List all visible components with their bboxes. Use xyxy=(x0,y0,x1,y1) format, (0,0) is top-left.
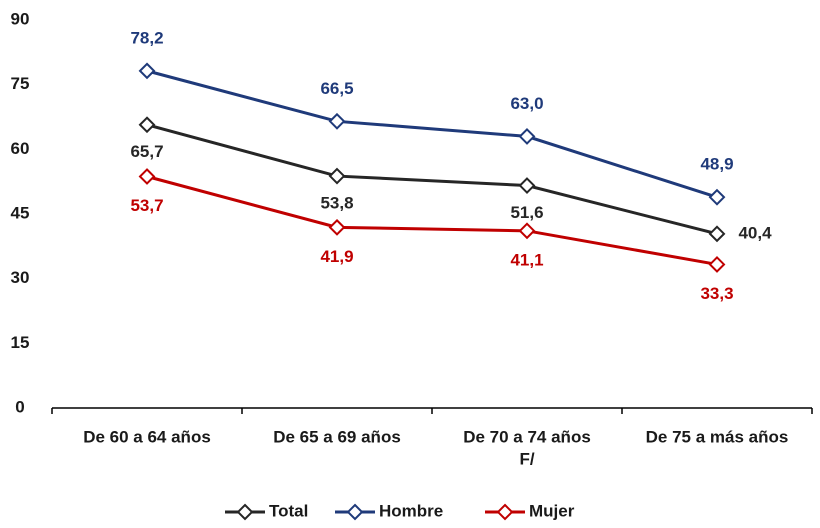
x-tick-label: F/ xyxy=(519,449,534,468)
series-line xyxy=(146,69,718,199)
data-label: 33,3 xyxy=(700,284,733,303)
marker xyxy=(328,167,346,185)
marker xyxy=(138,116,156,134)
marker xyxy=(328,112,346,130)
data-label: 41,1 xyxy=(510,250,543,269)
data-label: 78,2 xyxy=(130,28,163,47)
y-tick-label: 90 xyxy=(11,9,30,28)
marker xyxy=(708,188,726,206)
marker xyxy=(518,127,536,145)
legend-marker xyxy=(346,503,364,521)
data-label: 66,5 xyxy=(320,79,353,98)
data-label: 51,6 xyxy=(510,203,543,222)
x-tick-label: De 60 a 64 años xyxy=(83,427,211,446)
x-tick-label: De 70 a 74 años xyxy=(463,427,591,446)
data-label: 48,9 xyxy=(700,155,733,174)
y-tick-label: 30 xyxy=(11,268,30,287)
y-tick-label: 0 xyxy=(15,397,24,416)
x-tick-label: De 65 a 69 años xyxy=(273,427,401,446)
legend-marker xyxy=(236,503,254,521)
data-label: 41,9 xyxy=(320,247,353,266)
marker xyxy=(708,256,726,273)
marker xyxy=(518,177,536,194)
legend-label: Mujer xyxy=(529,501,575,520)
y-tick-label: 15 xyxy=(11,333,30,352)
legend-label: Hombre xyxy=(379,501,443,520)
y-tick-label: 60 xyxy=(11,139,30,158)
series-line xyxy=(146,123,718,236)
marker xyxy=(138,168,156,185)
data-label: 40,4 xyxy=(738,223,772,242)
legend-marker xyxy=(496,503,514,521)
y-tick-label: 45 xyxy=(11,203,30,222)
data-label: 63,0 xyxy=(510,94,543,113)
marker xyxy=(328,218,346,236)
marker xyxy=(138,62,156,80)
series-line xyxy=(146,175,718,266)
x-tick-label: De 75 a más años xyxy=(646,427,789,446)
data-label: 53,8 xyxy=(320,194,353,213)
legend-label: Total xyxy=(269,501,308,520)
marker xyxy=(708,225,726,243)
marker xyxy=(518,222,536,240)
data-label: 65,7 xyxy=(130,142,163,161)
data-label: 53,7 xyxy=(130,196,163,215)
y-tick-label: 75 xyxy=(11,74,30,93)
